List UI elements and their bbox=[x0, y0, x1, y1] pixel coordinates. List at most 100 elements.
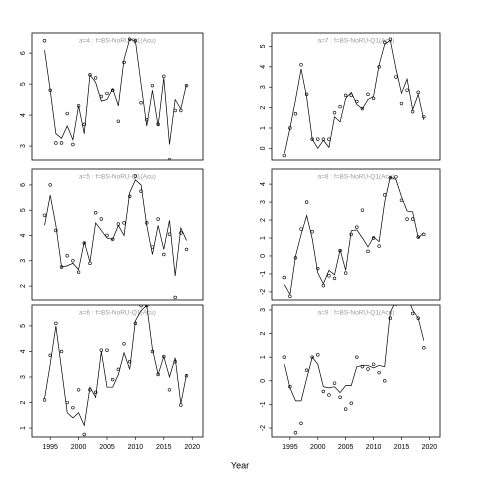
panel-frame bbox=[271, 168, 441, 301]
data-point bbox=[128, 37, 132, 41]
data-point bbox=[82, 241, 86, 245]
data-point bbox=[54, 321, 58, 326]
fit-line bbox=[44, 179, 187, 277]
data-point bbox=[93, 390, 98, 395]
data-point bbox=[65, 111, 69, 116]
y-tick-label: 3 bbox=[260, 85, 267, 89]
fit-line bbox=[44, 305, 187, 427]
panel: a=8 : f=BS-NoRU-Q1(Acu) -2 -1 0 1 2 3 4 bbox=[260, 168, 441, 301]
data-point bbox=[179, 231, 183, 235]
data-point bbox=[93, 76, 98, 80]
data-point bbox=[366, 249, 370, 254]
data-point bbox=[167, 388, 172, 392]
data-point bbox=[316, 137, 320, 141]
y-tick-label: 5 bbox=[20, 324, 27, 328]
data-point bbox=[343, 93, 348, 98]
panel-title: a=5 : f=BS-NoRU-Q1(Acu) bbox=[79, 174, 156, 181]
y-tick-label: 3 bbox=[20, 375, 27, 379]
data-point bbox=[316, 266, 320, 271]
data-point bbox=[321, 389, 326, 394]
panel-title: a=7 : f=BS-NoRU-Q1(Acu) bbox=[318, 38, 395, 45]
y-tick-label: 4 bbox=[260, 65, 267, 69]
data-point bbox=[371, 96, 376, 101]
data-point bbox=[54, 141, 58, 145]
data-point bbox=[82, 122, 86, 127]
y-tick-label: 2 bbox=[20, 400, 27, 404]
x-tick-label: 2010 bbox=[366, 444, 382, 451]
y-tick-label: 4 bbox=[20, 113, 27, 117]
data-point bbox=[310, 355, 314, 359]
y-tick-label: 2 bbox=[20, 284, 27, 288]
data-point bbox=[162, 354, 166, 359]
panel-title: a=6 : f=BS-NoRU-Q1(Acu) bbox=[79, 310, 156, 317]
x-tick-label: 2020 bbox=[184, 444, 200, 451]
y-tick-label: 2 bbox=[260, 106, 267, 110]
data-point bbox=[71, 405, 75, 410]
data-point bbox=[304, 368, 309, 372]
data-point bbox=[282, 153, 286, 158]
data-point bbox=[93, 211, 98, 215]
y-tick-label: -2 bbox=[260, 289, 267, 295]
y-tick-label: 0 bbox=[260, 254, 267, 258]
data-point bbox=[422, 346, 426, 350]
data-point bbox=[327, 393, 331, 397]
data-point bbox=[316, 353, 320, 357]
y-tick-label: 6 bbox=[20, 183, 27, 187]
panel: a=6 : f=BS-NoRU-Q1(Acu) 1 2 3 4 5 1995 2000 2005… bbox=[20, 304, 204, 451]
data-point bbox=[162, 252, 166, 257]
data-point bbox=[383, 379, 387, 383]
x-tick-label: 2020 bbox=[422, 444, 438, 451]
data-point bbox=[405, 217, 409, 221]
y-tick-label: 1 bbox=[260, 236, 267, 240]
data-point bbox=[343, 271, 348, 275]
x-tick-label: 2005 bbox=[99, 444, 115, 451]
y-tick-label: 5 bbox=[20, 82, 27, 86]
x-tick-label: 2010 bbox=[128, 444, 144, 451]
data-point bbox=[366, 367, 370, 371]
panel-title: a=8 : f=BS-NoRU-Q1(Acu) bbox=[318, 174, 395, 181]
data-point bbox=[394, 175, 398, 179]
data-point bbox=[355, 225, 359, 229]
data-point bbox=[410, 311, 415, 316]
data-point bbox=[388, 316, 393, 320]
data-point bbox=[299, 421, 303, 426]
data-point bbox=[299, 63, 303, 67]
data-point bbox=[366, 92, 370, 97]
data-point bbox=[76, 388, 81, 392]
data-point bbox=[150, 83, 155, 88]
data-point bbox=[173, 295, 177, 300]
y-tick-label: 1 bbox=[260, 355, 267, 359]
data-point bbox=[349, 401, 353, 405]
panel-frame bbox=[31, 304, 204, 438]
data-point bbox=[399, 101, 404, 106]
x-tick-label: 2015 bbox=[156, 444, 172, 451]
data-point bbox=[59, 349, 64, 354]
data-point bbox=[145, 118, 149, 122]
y-tick-label: 4 bbox=[20, 349, 27, 353]
y-tick-label: -2 bbox=[260, 425, 267, 431]
data-point bbox=[105, 233, 109, 238]
data-point bbox=[139, 100, 143, 105]
fit-line bbox=[283, 39, 425, 154]
panel: a=7 : f=BS-NoRU-Q1(Acu) 0 1 2 3 4 5 bbox=[260, 32, 441, 161]
y-tick-label: 3 bbox=[260, 200, 267, 204]
x-axis-label: Year bbox=[231, 460, 249, 470]
fit-line bbox=[283, 305, 425, 402]
data-point bbox=[422, 115, 426, 119]
data-point bbox=[133, 174, 138, 178]
data-point bbox=[42, 213, 47, 217]
data-point bbox=[360, 208, 365, 212]
data-point bbox=[338, 248, 342, 253]
data-point bbox=[156, 217, 160, 221]
data-point bbox=[377, 370, 381, 375]
data-point bbox=[71, 142, 75, 147]
plot-area bbox=[282, 175, 426, 299]
y-tick-label: 2 bbox=[260, 218, 267, 222]
x-tick-label: 2000 bbox=[310, 444, 326, 451]
panel: a=9 : f=BS-NoRU-Q1(Acu) -2 -1 0 1 2 3 1995 2000 2… bbox=[260, 304, 441, 451]
data-point bbox=[105, 91, 109, 96]
y-tick-label: 4 bbox=[20, 233, 27, 237]
panel: a=4 : f=BS-NoRU-Q1(Acu) 3 4 5 6 bbox=[20, 32, 204, 161]
panel: a=5 : f=BS-NoRU-Q1(Acu) 2 3 4 5 6 bbox=[20, 168, 204, 301]
data-point bbox=[394, 75, 398, 79]
